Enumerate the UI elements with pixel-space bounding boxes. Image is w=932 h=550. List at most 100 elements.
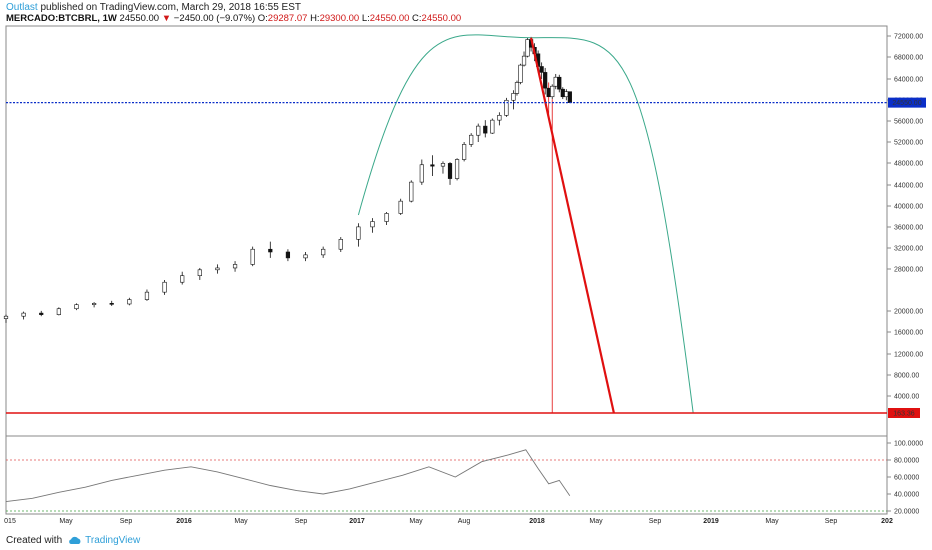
candle-body [56, 308, 61, 315]
created-with-text: Created with [6, 535, 63, 546]
rsi-tick-label: 80.0000 [894, 458, 919, 465]
price-tick-label: 64000.00 [894, 77, 923, 84]
quote-line: MERCADO:BTCBRL, 1W 24550.00 ▼ −2450.00 (… [6, 12, 461, 26]
candle-body [514, 82, 520, 94]
last-price: 24550.00 [119, 13, 160, 24]
candle-body [268, 248, 273, 253]
candle-body [303, 254, 308, 259]
candle-body [419, 164, 424, 183]
price-chart[interactable]: 72000.0068000.0064000.0060000.0056000.00… [0, 0, 932, 530]
time-tick-label: 2017 [349, 518, 365, 525]
candle-body [215, 267, 220, 271]
candle-body [232, 264, 238, 269]
price-tick-label: 20000.00 [894, 309, 923, 316]
tradingview-logo[interactable]: TradingView [68, 535, 140, 546]
down-arrow-icon: ▼ [161, 13, 172, 24]
candle-body [518, 64, 523, 83]
candle-body [162, 281, 167, 293]
time-tick-label: 202 [881, 518, 893, 525]
candle-body [567, 91, 572, 103]
time-tick-label: 2018 [529, 518, 545, 525]
time-tick-label: May [59, 518, 73, 525]
time-tick-label: 2019 [703, 518, 719, 525]
candle-body [74, 304, 79, 310]
publish-header: Outlast published on TradingView.com, Ma… [6, 1, 906, 15]
time-tick-label: Aug [458, 518, 471, 525]
candle-body [553, 76, 558, 87]
candle-body [560, 88, 565, 98]
candle-body [3, 315, 9, 319]
cloud-icon [69, 536, 81, 544]
brand-name: TradingView [85, 535, 141, 546]
time-tick-label: May [765, 518, 779, 525]
price-tick-label: 36000.00 [894, 225, 923, 232]
rsi-tick-label: 20.0000 [894, 509, 919, 516]
candle-body [483, 125, 488, 134]
close-value: 24550.00 [421, 13, 462, 24]
time-tick-label: May [409, 518, 423, 525]
candle-body [476, 125, 481, 136]
footer: Created with TradingView [6, 535, 140, 546]
bottom-level-badge [888, 408, 920, 418]
open-label: O: [257, 13, 268, 24]
candle-body [447, 163, 453, 179]
candle-body [469, 134, 474, 145]
candle-body [285, 251, 291, 259]
plot-frame [5, 25, 888, 515]
current-price-badge [888, 97, 926, 108]
time-tick-label: Sep [120, 518, 133, 525]
candle-body [440, 163, 446, 167]
downtrend-line [530, 37, 615, 414]
candle-body [109, 303, 114, 305]
price-tick-label: 4000.00 [894, 394, 919, 401]
price-tick-label: 12000.00 [894, 352, 923, 359]
rsi-line [5, 449, 571, 503]
symbol-label: MERCADO:BTCBRL, 1W [6, 13, 117, 24]
price-change: −2450.00 (−9.07%) [173, 13, 256, 24]
price-tick-label: 16000.00 [894, 330, 923, 337]
candle-body [321, 248, 326, 256]
candle-body [546, 87, 551, 98]
candle-body [564, 91, 569, 98]
candle-body [250, 248, 255, 265]
rsi-tick-label: 100.0000 [894, 441, 923, 448]
low-label: L: [361, 13, 370, 24]
close-label: C: [412, 13, 422, 24]
candle-body [525, 39, 530, 57]
time-tick-label: Sep [649, 518, 662, 525]
candle-body [144, 291, 150, 300]
candle-body [557, 76, 562, 90]
bottom-level-label: 163.36 [893, 411, 915, 418]
candle-body [462, 144, 467, 160]
time-tick-label: May [589, 518, 603, 525]
candle-body [539, 66, 544, 73]
candle-body [180, 275, 185, 283]
candle-body [92, 303, 97, 305]
high-label: H: [310, 13, 320, 24]
price-tick-label: 28000.00 [894, 267, 923, 274]
price-tick-label: 48000.00 [894, 161, 923, 168]
candle-body [338, 239, 343, 250]
time-tick-label: 2016 [176, 518, 192, 525]
price-tick-label: 44000.00 [894, 183, 923, 190]
author-link[interactable]: Outlast [6, 2, 38, 13]
candle-body [454, 159, 460, 179]
rsi-tick-label: 40.0000 [894, 492, 919, 499]
current-price-label: 24550.00 [892, 100, 921, 107]
time-tick-label: Sep [825, 518, 838, 525]
candle-body [504, 99, 509, 116]
publish-text: published on TradingView.com, March 29, … [37, 2, 301, 13]
price-tick-label: 32000.00 [894, 246, 923, 253]
candle-body [430, 164, 435, 167]
price-tick-label: 68000.00 [894, 55, 923, 62]
time-tick-label: Sep [295, 518, 308, 525]
price-tick-label: 56000.00 [894, 119, 923, 126]
candle-body [521, 55, 527, 66]
candle-body [356, 226, 361, 240]
candle-body [21, 312, 26, 317]
candle-body [398, 200, 403, 214]
rsi-tick-label: 60.0000 [894, 475, 919, 482]
candle-body [370, 221, 375, 228]
open-value: 29287.07 [267, 13, 308, 24]
candle-body [490, 119, 495, 134]
